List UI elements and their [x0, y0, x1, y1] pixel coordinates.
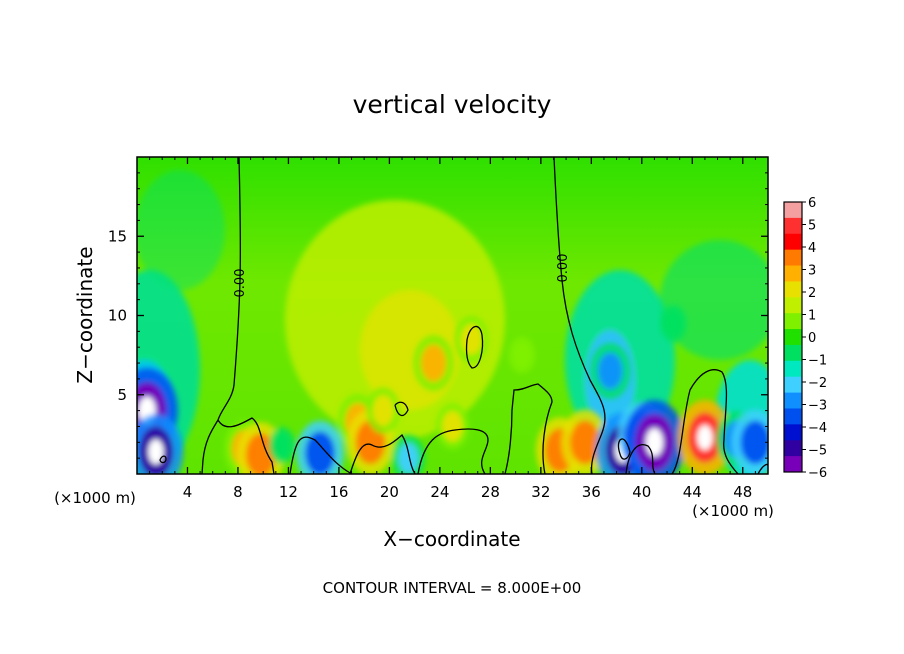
- contour-right-vertical: [553, 157, 606, 474]
- x-tick-label: 40: [632, 483, 651, 501]
- contour-interval-note: CONTOUR INTERVAL = 8.000E+00: [323, 579, 582, 597]
- colorbar: [783, 201, 803, 473]
- heatmap-blob-extreme: [148, 439, 164, 465]
- heatmap-blob: [740, 420, 768, 465]
- colorbar-swatch: [784, 313, 802, 330]
- contour-middle-loop: [465, 325, 484, 369]
- y-axis-ticks: 5 10 15: [108, 172, 768, 459]
- y-axis-label: Z−coordinate: [73, 246, 97, 383]
- x-tick-label: 24: [430, 483, 449, 501]
- colorbar-tick-label: −2: [808, 376, 827, 391]
- y-tick-label: 10: [108, 307, 127, 325]
- contour-left-cells: [217, 401, 489, 474]
- colorbar-tick-label: −5: [808, 444, 827, 459]
- x-tick-label: 44: [683, 483, 702, 501]
- x-unit-left: (×1000 m): [54, 489, 136, 507]
- y-tick-label: 15: [108, 227, 127, 245]
- x-tick-label: 16: [329, 483, 348, 501]
- chart-title: vertical velocity: [353, 90, 552, 119]
- colorbar-swatch: [784, 440, 802, 457]
- colorbar-tick-label: −1: [808, 354, 827, 369]
- contour-label-right: 0.00: [556, 254, 571, 283]
- contour-label-left: 0.00: [233, 269, 248, 298]
- colorbar-swatch: [784, 249, 802, 267]
- colorbar-swatch: [784, 281, 802, 298]
- colorbar-labels: 6 5 4 3 2 1 0 −1 −2 −3 −4 −5 −6: [802, 196, 827, 481]
- heatmap-blob: [305, 431, 335, 474]
- colorbar-swatch: [784, 424, 802, 441]
- colorbar-tick-label: 4: [808, 241, 816, 256]
- colorbar-swatch: [784, 297, 802, 314]
- contour-left-vertical: [201, 157, 242, 474]
- heatmap-blob: [397, 442, 419, 474]
- colorbar-tick-label: −3: [808, 399, 827, 414]
- x-tick-label: 8: [233, 483, 243, 501]
- heatmap-blob: [420, 344, 447, 382]
- heatmap-blob-extreme: [645, 428, 664, 457]
- heatmap-blob: [245, 433, 276, 474]
- cool-upper-left-region: [137, 170, 225, 290]
- heatmap-blob: [372, 395, 394, 426]
- heatmap-blob: [570, 420, 600, 465]
- colorbar-tick-label: 2: [808, 286, 816, 301]
- colorbar-swatch: [784, 360, 802, 378]
- x-tick-label: 28: [481, 483, 500, 501]
- colorbar-swatch: [784, 344, 802, 362]
- heatmap-blob: [513, 342, 531, 368]
- y-tick-label: 5: [117, 386, 127, 404]
- colorbar-swatch: [784, 202, 802, 219]
- contour-small-loop-right: [617, 438, 631, 460]
- x-axis-ticks: 4 8 12 16 20 24 28 32 36 40 44 48: [149, 157, 756, 501]
- colorbar-swatch: [784, 408, 802, 425]
- heatmap-field: [137, 157, 768, 474]
- contour-small-loop-left: [159, 455, 167, 464]
- colorbar-tick-label: −6: [808, 466, 827, 481]
- colorbar-tick-label: 5: [808, 219, 816, 234]
- colorbar-tick-label: −4: [808, 421, 827, 436]
- colorbar-swatch: [784, 456, 802, 473]
- x-tick-label: 36: [582, 483, 601, 501]
- heatmap-blob: [665, 311, 682, 336]
- zero-contours: [159, 157, 768, 474]
- heatmap-blob: [442, 411, 463, 442]
- x-tick-label: 4: [183, 483, 193, 501]
- colorbar-swatch: [784, 329, 802, 346]
- x-unit-right: (×1000 m): [692, 502, 774, 520]
- colorbar-tick-label: 1: [808, 309, 816, 324]
- heatmap-blob-extreme: [697, 425, 713, 451]
- colorbar-tick-label: 3: [808, 264, 816, 279]
- colorbar-swatch: [784, 233, 802, 251]
- x-axis-label: X−coordinate: [383, 527, 520, 551]
- contour-right-cells: [504, 369, 768, 474]
- colorbar-swatch: [784, 376, 802, 394]
- colorbar-tick-label: 6: [808, 196, 816, 211]
- heatmap-blob: [273, 433, 291, 458]
- heatmap-blob: [597, 352, 623, 390]
- x-tick-label: 12: [279, 483, 298, 501]
- colorbar-tick-label: 0: [808, 331, 816, 346]
- x-tick-label: 32: [531, 483, 550, 501]
- cool-upper-right-region: [660, 240, 768, 360]
- x-tick-label: 20: [380, 483, 399, 501]
- colorbar-swatch: [784, 217, 802, 235]
- x-tick-label: 48: [733, 483, 752, 501]
- colorbar-swatch: [784, 392, 802, 409]
- colorbar-swatch: [784, 265, 802, 282]
